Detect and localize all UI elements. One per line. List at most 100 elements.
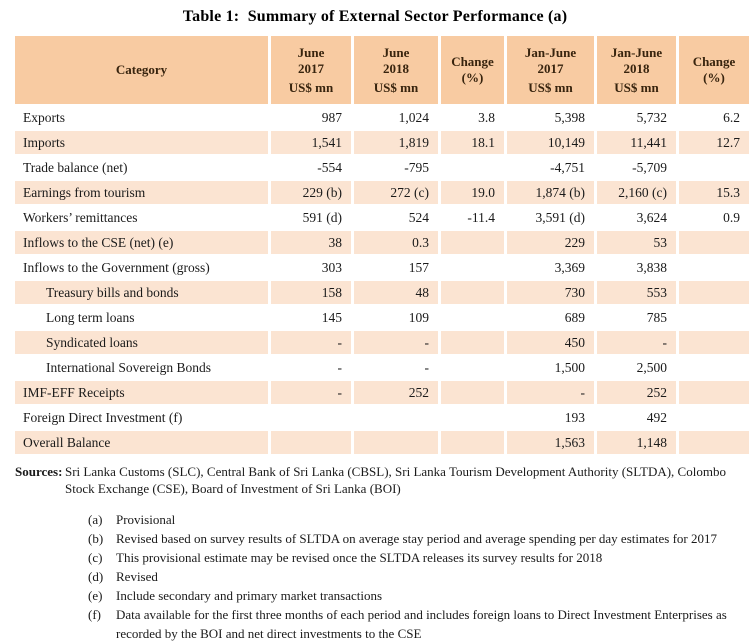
summary-table-body: Exports 987 1,024 3.8 5,398 5,732 6.2 Imports 1,… (15, 106, 749, 454)
value-cell: 158 (271, 281, 351, 304)
value-cell: - (271, 381, 351, 404)
footnote-key: (a) (88, 512, 103, 527)
table-row: Foreign Direct Investment (f) 193 492 (15, 406, 749, 429)
value-cell (441, 406, 504, 429)
value-cell: 229 (b) (271, 181, 351, 204)
value-cell: 11,441 (597, 131, 676, 154)
value-cell: 785 (597, 306, 676, 329)
value-cell: 10,149 (507, 131, 594, 154)
value-cell: 450 (507, 331, 594, 354)
category-cell: Trade balance (net) (15, 156, 268, 179)
value-cell: -11.4 (441, 206, 504, 229)
value-cell (441, 306, 504, 329)
value-cell (679, 156, 749, 179)
footnote-text: Revised (116, 569, 158, 584)
column-header-unit: US$ mn (528, 80, 573, 96)
column-header-label: June 2017 (297, 44, 325, 76)
value-cell: - (507, 381, 594, 404)
table-row: Earnings from tourism 229 (b) 272 (c) 19.0 1… (15, 181, 749, 204)
value-cell: - (271, 331, 351, 354)
footnote-text: Provisional (116, 512, 176, 527)
category-cell: Exports (15, 106, 268, 129)
column-header: June 2017 US$ mn (271, 36, 351, 104)
column-header: Change (%) (679, 36, 749, 104)
footnote: (e) Include secondary and primary market … (88, 586, 736, 605)
value-cell: -4,751 (507, 156, 594, 179)
value-cell (271, 406, 351, 429)
value-cell: 2,500 (597, 356, 676, 379)
value-cell: 3,838 (597, 256, 676, 279)
value-cell (679, 406, 749, 429)
value-cell: -5,709 (597, 156, 676, 179)
value-cell: - (271, 356, 351, 379)
value-cell: 6.2 (679, 106, 749, 129)
value-cell: 3,624 (597, 206, 676, 229)
value-cell (679, 381, 749, 404)
footnote-text: Revised based on survey results of SLTDA… (116, 531, 717, 546)
value-cell: -554 (271, 156, 351, 179)
value-cell: 0.3 (354, 231, 438, 254)
value-cell (441, 356, 504, 379)
value-cell: 524 (354, 206, 438, 229)
column-header: Category (15, 36, 268, 104)
value-cell: 553 (597, 281, 676, 304)
table-row: Exports 987 1,024 3.8 5,398 5,732 6.2 (15, 106, 749, 129)
table-row: Treasury bills and bonds 158 48 730 553 (15, 281, 749, 304)
table-row: Inflows to the Government (gross) 303 157 3… (15, 256, 749, 279)
category-cell: Inflows to the Government (gross) (15, 256, 268, 279)
category-cell: Overall Balance (15, 431, 268, 454)
value-cell (679, 331, 749, 354)
sources-label: Sources: (15, 464, 63, 479)
column-header-label: June 2018 (382, 44, 410, 76)
value-cell (441, 156, 504, 179)
footnote-key: (c) (88, 550, 103, 565)
value-cell (679, 256, 749, 279)
value-cell: 48 (354, 281, 438, 304)
value-cell (354, 406, 438, 429)
footnote-text: Data available for the first three month… (116, 607, 727, 641)
sources-note: Sources: Sri Lanka Customs (SLC), Centra… (15, 463, 729, 497)
table-row: Syndicated loans - -450- (15, 331, 749, 354)
value-cell: 689 (507, 306, 594, 329)
value-cell: 492 (597, 406, 676, 429)
footnotes-list: (a) Provisional (b) Revised based on survey… (88, 510, 736, 643)
sources-text: Sri Lanka Customs (SLC), Central Bank of… (65, 464, 726, 496)
table-row: Overall Balance 1,563 1,148 (15, 431, 749, 454)
value-cell: 2,160 (c) (597, 181, 676, 204)
external-sector-summary-table: Category June 2017 US$ mn June 2018 US$ mn Ch… (12, 34, 750, 456)
value-cell (441, 431, 504, 454)
value-cell: 5,732 (597, 106, 676, 129)
value-cell (271, 431, 351, 454)
footnote-key: (b) (88, 531, 104, 546)
footnote: (d) Revised (88, 567, 736, 586)
value-cell (679, 356, 749, 379)
value-cell: 38 (271, 231, 351, 254)
value-cell: 145 (271, 306, 351, 329)
value-cell: 3,591 (d) (507, 206, 594, 229)
column-header: Jan-June 2018 US$ mn (597, 36, 676, 104)
value-cell: 193 (507, 406, 594, 429)
value-cell: 229 (507, 231, 594, 254)
table-row: International Sovereign Bonds - -1,500 2,50… (15, 356, 749, 379)
footnote: (a) Provisional (88, 510, 736, 529)
category-cell: Imports (15, 131, 268, 154)
value-cell: 252 (597, 381, 676, 404)
value-cell (441, 331, 504, 354)
value-cell: 1,563 (507, 431, 594, 454)
table-row: Long term loans 145 109 689 785 (15, 306, 749, 329)
category-cell: Long term loans (15, 306, 268, 329)
value-cell: 18.1 (441, 131, 504, 154)
column-header-label: Jan-June 2018 (610, 44, 663, 76)
table-row: Imports 1,541 1,819 18.1 10,149 11,441 12.7 (15, 131, 749, 154)
footnote-text: This provisional estimate may be revised… (116, 550, 603, 565)
value-cell (441, 381, 504, 404)
value-cell: - (597, 331, 676, 354)
footnote-key: (e) (88, 588, 103, 603)
value-cell: 1,819 (354, 131, 438, 154)
table-row: Trade balance (net) -554 -795 -4,751 -5,709 (15, 156, 749, 179)
value-cell: 730 (507, 281, 594, 304)
value-cell: 3.8 (441, 106, 504, 129)
value-cell (679, 431, 749, 454)
category-cell: Earnings from tourism (15, 181, 268, 204)
value-cell: 252 (354, 381, 438, 404)
